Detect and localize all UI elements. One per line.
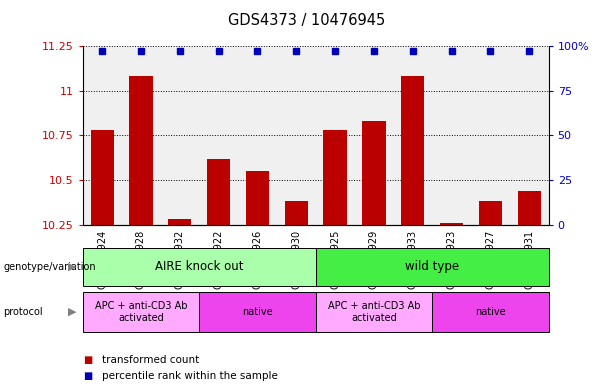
Bar	[246, 171, 269, 225]
Text: ▶: ▶	[67, 307, 76, 317]
Text: APC + anti-CD3 Ab
activated: APC + anti-CD3 Ab activated	[95, 301, 187, 323]
Bar	[362, 121, 386, 225]
Text: protocol: protocol	[3, 307, 43, 317]
Bar	[324, 130, 347, 225]
Bar	[401, 76, 424, 225]
Text: APC + anti-CD3 Ab
activated: APC + anti-CD3 Ab activated	[328, 301, 420, 323]
Bar	[479, 202, 502, 225]
Bar	[207, 159, 230, 225]
Bar	[168, 219, 191, 225]
Text: ■: ■	[83, 371, 92, 381]
Bar	[129, 76, 153, 225]
Text: ■: ■	[83, 355, 92, 365]
Bar	[284, 202, 308, 225]
Bar	[517, 191, 541, 225]
Text: ▶: ▶	[67, 262, 76, 272]
Text: wild type: wild type	[405, 260, 459, 273]
Text: native: native	[242, 307, 273, 317]
Text: genotype/variation: genotype/variation	[3, 262, 96, 272]
Text: transformed count: transformed count	[102, 355, 200, 365]
Bar	[91, 130, 114, 225]
Text: percentile rank within the sample: percentile rank within the sample	[102, 371, 278, 381]
Text: GDS4373 / 10476945: GDS4373 / 10476945	[228, 13, 385, 28]
Text: AIRE knock out: AIRE knock out	[155, 260, 243, 273]
Bar	[440, 223, 463, 225]
Text: native: native	[475, 307, 506, 317]
